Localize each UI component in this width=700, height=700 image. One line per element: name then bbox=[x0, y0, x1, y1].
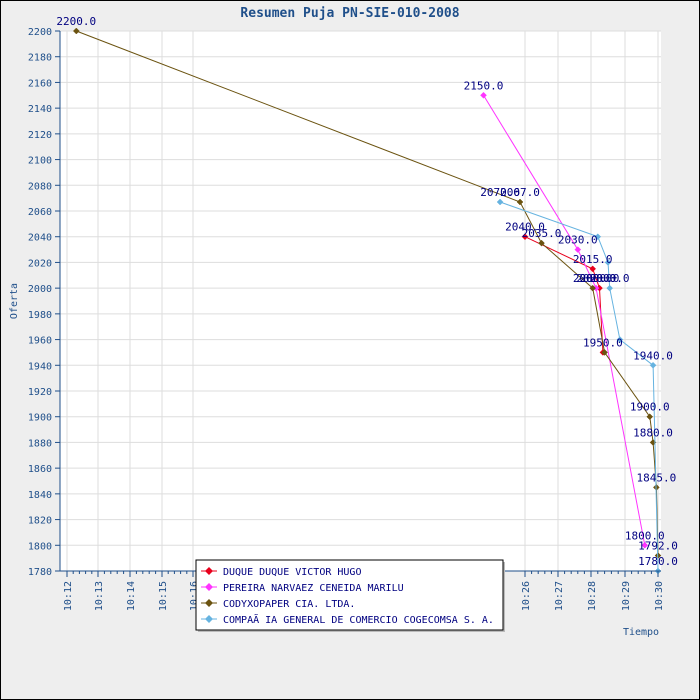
data-label: 1845.0 bbox=[636, 471, 676, 484]
data-label: 2035.0 bbox=[522, 227, 562, 240]
y-tick-label: 1920 bbox=[28, 387, 52, 398]
data-label: 1780.0 bbox=[638, 555, 678, 568]
legend-label: PEREIRA NARVAEZ CENEIDA MARILU bbox=[223, 583, 404, 594]
y-tick-label: 1860 bbox=[28, 464, 52, 475]
data-point bbox=[72, 27, 80, 35]
data-point bbox=[516, 198, 524, 206]
y-tick-label: 2000 bbox=[28, 284, 52, 295]
data-label: 2150.0 bbox=[464, 79, 504, 92]
x-tick-label: 10:28 bbox=[587, 581, 598, 611]
y-tick-label: 2160 bbox=[28, 78, 52, 89]
data-label: 2040.0 bbox=[505, 221, 545, 234]
data-point bbox=[601, 349, 608, 356]
y-tick-label: 2120 bbox=[28, 130, 52, 141]
data-point bbox=[604, 259, 612, 266]
x-tick-label: 10:15 bbox=[158, 581, 169, 611]
data-point bbox=[589, 265, 597, 273]
series-line bbox=[483, 95, 646, 546]
data-label: 2067.0 bbox=[500, 186, 540, 199]
y-tick-label: 2200 bbox=[28, 27, 52, 38]
data-label: 2015.0 bbox=[573, 253, 613, 266]
data-label: 2000.0 bbox=[590, 272, 630, 285]
y-tick-label: 1820 bbox=[28, 516, 52, 527]
y-tick-label: 2100 bbox=[28, 156, 52, 167]
data-label: 2200.0 bbox=[56, 15, 96, 28]
data-point bbox=[521, 233, 529, 241]
data-label: 1940.0 bbox=[633, 349, 673, 362]
legend-label: CODYXOPAPER CIA. LTDA. bbox=[223, 599, 355, 610]
y-tick-label: 2060 bbox=[28, 207, 52, 218]
y-tick-label: 1780 bbox=[28, 567, 52, 578]
data-point bbox=[480, 91, 487, 99]
data-point bbox=[594, 233, 602, 241]
y-tick-label: 2040 bbox=[28, 233, 52, 244]
y-tick-label: 2140 bbox=[28, 104, 52, 115]
data-label: 2030.0 bbox=[558, 234, 598, 247]
chart-title: Resumen Puja PN-SIE-010-2008 bbox=[240, 6, 459, 21]
y-axis-label: Oferta bbox=[9, 283, 20, 319]
x-tick-label: 10:29 bbox=[621, 581, 632, 611]
legend: DUQUE DUQUE VICTOR HUGO PEREIRA NARVAEZ C… bbox=[195, 559, 505, 632]
y-tick-label: 1800 bbox=[28, 541, 52, 552]
data-label: 1792.0 bbox=[638, 540, 678, 553]
x-tick-label: 10:13 bbox=[94, 581, 105, 611]
y-tick-label: 1980 bbox=[28, 310, 52, 321]
data-label: 2070.0 bbox=[480, 186, 520, 199]
data-label: 2000.0 bbox=[580, 272, 620, 285]
y-tick-label: 1840 bbox=[28, 490, 52, 501]
data-point bbox=[496, 198, 504, 206]
legend-label: DUQUE DUQUE VICTOR HUGO bbox=[223, 567, 361, 578]
data-point bbox=[641, 541, 649, 549]
data-point bbox=[606, 284, 614, 292]
plot-area bbox=[60, 31, 661, 571]
legend-marker bbox=[205, 583, 213, 591]
data-point bbox=[616, 336, 624, 343]
y-tick-label: 1900 bbox=[28, 413, 52, 424]
data-label: 1800.0 bbox=[625, 529, 665, 542]
data-point bbox=[538, 239, 545, 247]
x-tick-label: 10:27 bbox=[554, 581, 565, 611]
x-tick-label: 10:30 bbox=[654, 581, 665, 611]
x-tick-label: 10:16 bbox=[189, 581, 200, 611]
data-label: 1950.0 bbox=[583, 336, 623, 349]
y-tick-label: 2180 bbox=[28, 53, 52, 64]
x-tick-label: 10:12 bbox=[63, 581, 74, 611]
data-point bbox=[574, 246, 582, 253]
data-label-layer: 2040.0 2015.0 2000.0 1950.0 2150.0 2030.0 2000… bbox=[56, 15, 677, 568]
y-tick-label: 1940 bbox=[28, 361, 52, 372]
data-point bbox=[646, 413, 654, 421]
data-label: 1880.0 bbox=[633, 426, 673, 439]
data-point bbox=[649, 361, 657, 369]
y-tick-label: 1960 bbox=[28, 336, 52, 347]
legend-label: COMPAÃ IA GENERAL DE COMERCIO COGECOMSA … bbox=[223, 613, 494, 626]
data-label: 2000.0 bbox=[576, 272, 616, 285]
legend-marker bbox=[205, 567, 213, 575]
legend-marker bbox=[205, 615, 213, 623]
x-axis-label: Tiempo bbox=[623, 627, 659, 638]
data-label: 1900.0 bbox=[630, 401, 670, 414]
data-point bbox=[589, 284, 597, 292]
legend-marker bbox=[205, 599, 213, 607]
axis-ticks: 1780 1800 1820 1840 1860 1880 1900 1920 1940 1960… bbox=[28, 27, 665, 611]
series-line bbox=[524, 236, 604, 353]
x-tick-label: 10:14 bbox=[126, 581, 137, 611]
legend-box bbox=[195, 559, 504, 631]
x-tick-label: 10:26 bbox=[521, 581, 532, 611]
y-tick-label: 2020 bbox=[28, 258, 52, 269]
data-label: 2000.0 bbox=[573, 272, 613, 285]
y-tick-label: 1880 bbox=[28, 438, 52, 449]
series-layer bbox=[72, 27, 662, 575]
y-tick-label: 2080 bbox=[28, 181, 52, 192]
